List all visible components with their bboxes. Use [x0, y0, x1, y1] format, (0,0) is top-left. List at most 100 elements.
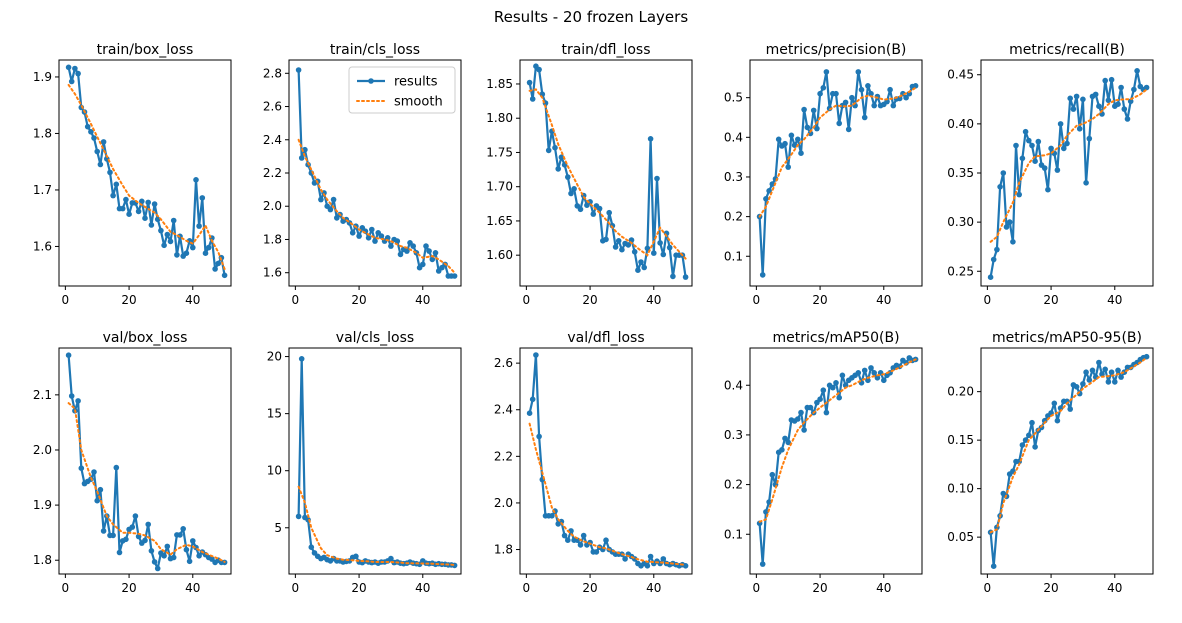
x-tick-label: 20 — [351, 293, 366, 307]
results-point — [682, 563, 689, 569]
results-point — [327, 206, 334, 213]
y-tick-label: 0.4 — [724, 378, 743, 392]
results-point — [1118, 84, 1124, 91]
results-point — [801, 106, 807, 113]
x-tick-label: 20 — [1043, 581, 1058, 595]
results-point — [849, 94, 855, 101]
results-point — [126, 211, 132, 217]
results-point — [1118, 374, 1124, 380]
results-point — [193, 177, 199, 183]
x-tick-label: 20 — [121, 293, 136, 307]
plot-area — [295, 67, 458, 279]
results-point — [388, 555, 394, 562]
subplot-train-cls-loss: train/cls_loss 0 20 40 1.6 1.8 2.0 2.2 2.4 2.6 2.8… — [263, 42, 462, 307]
results-point — [868, 90, 874, 97]
results-point — [759, 561, 766, 567]
results-point — [97, 486, 104, 493]
x-tick-label: 20 — [582, 581, 597, 595]
results-point — [874, 375, 881, 381]
results-point — [353, 553, 359, 560]
results-point — [1041, 165, 1048, 171]
results-point — [855, 370, 862, 376]
results-point — [990, 563, 997, 569]
subplot-title: metrics/precision(B) — [766, 42, 907, 58]
y-tick-label: 0.1 — [724, 527, 743, 541]
results-point — [1061, 145, 1067, 152]
results-point — [536, 66, 542, 73]
results-point — [1099, 371, 1105, 378]
results-point — [836, 394, 842, 401]
y-tick-label: 2.6 — [494, 356, 513, 370]
x-tick-label: 40 — [1107, 581, 1122, 595]
results-point — [1092, 91, 1099, 98]
results-point — [202, 250, 209, 256]
y-tick-label: 0.2 — [724, 478, 743, 492]
results-point — [1057, 121, 1064, 127]
results-point — [775, 136, 782, 143]
y-tick-label: 2.0 — [263, 199, 282, 213]
axes-frame — [519, 59, 693, 287]
results-point — [1070, 106, 1077, 112]
results-point — [1096, 103, 1102, 109]
x-tick-label: 0 — [292, 581, 300, 595]
smooth-line — [989, 88, 1148, 243]
results-point — [1105, 379, 1112, 385]
results-point — [871, 370, 877, 376]
results-point — [404, 248, 410, 254]
results-point — [183, 546, 190, 553]
results-point — [154, 216, 161, 223]
smooth-line — [989, 356, 1148, 534]
results-point — [823, 69, 830, 75]
y-tick-label: 0.2 — [724, 210, 743, 224]
results-point — [164, 543, 171, 550]
results-point — [75, 70, 81, 77]
results-point — [577, 206, 584, 213]
results-point — [1105, 97, 1112, 104]
results-point — [145, 521, 151, 528]
subplot-title: metrics/recall(B) — [1009, 42, 1125, 58]
results-point — [205, 244, 212, 251]
results-point — [308, 544, 315, 550]
y-tick-label: 0.10 — [947, 482, 974, 496]
results-point — [820, 387, 827, 394]
results-point — [1121, 106, 1128, 112]
results-point — [145, 199, 151, 206]
subplot-val-dfl-loss: val/dfl_loss 0 20 40 1.8 2.0 2.2 2.4 2.6 — [494, 330, 693, 595]
results-point — [1029, 142, 1035, 149]
y-tick-label: 1.65 — [486, 214, 513, 228]
results-point — [890, 102, 897, 109]
y-tick-label: 1.9 — [33, 498, 52, 512]
results-point — [1102, 366, 1108, 373]
x-tick-label: 20 — [121, 581, 136, 595]
results-point — [94, 497, 100, 504]
results-point — [606, 209, 612, 216]
results-point — [139, 198, 145, 205]
x-tick-label: 0 — [292, 293, 300, 307]
results-point — [814, 125, 820, 132]
results-point — [782, 435, 788, 442]
results-point — [1127, 98, 1134, 105]
results-point — [1086, 135, 1093, 142]
smooth-line — [528, 422, 687, 566]
results-point — [830, 384, 836, 391]
results-point — [1108, 76, 1115, 83]
y-tick-label: 2.0 — [33, 443, 52, 457]
results-point — [65, 64, 72, 71]
results-point — [388, 243, 394, 249]
y-tick-label: 1.9 — [33, 70, 52, 84]
y-tick-label: 0.5 — [724, 91, 743, 105]
y-tick-label: 1.8 — [33, 553, 52, 567]
subplot-val-cls-loss: val/cls_loss 0 20 40 5 10 15 20 — [267, 330, 462, 595]
subplot-metrics-precision-b: metrics/precision(B) 0 20 40 0.1 0.2 0.3 0.4 0.5 — [724, 42, 923, 307]
plot-area — [756, 69, 919, 278]
subplot-title: train/box_loss — [97, 42, 194, 58]
results-point — [660, 251, 667, 258]
results-point — [861, 114, 868, 121]
results-point — [647, 136, 654, 142]
results-point — [1096, 359, 1102, 366]
results-point — [142, 537, 148, 544]
results-point — [558, 154, 565, 160]
results-point — [871, 102, 877, 109]
axes-frame — [749, 347, 923, 575]
results-point — [1019, 155, 1026, 162]
